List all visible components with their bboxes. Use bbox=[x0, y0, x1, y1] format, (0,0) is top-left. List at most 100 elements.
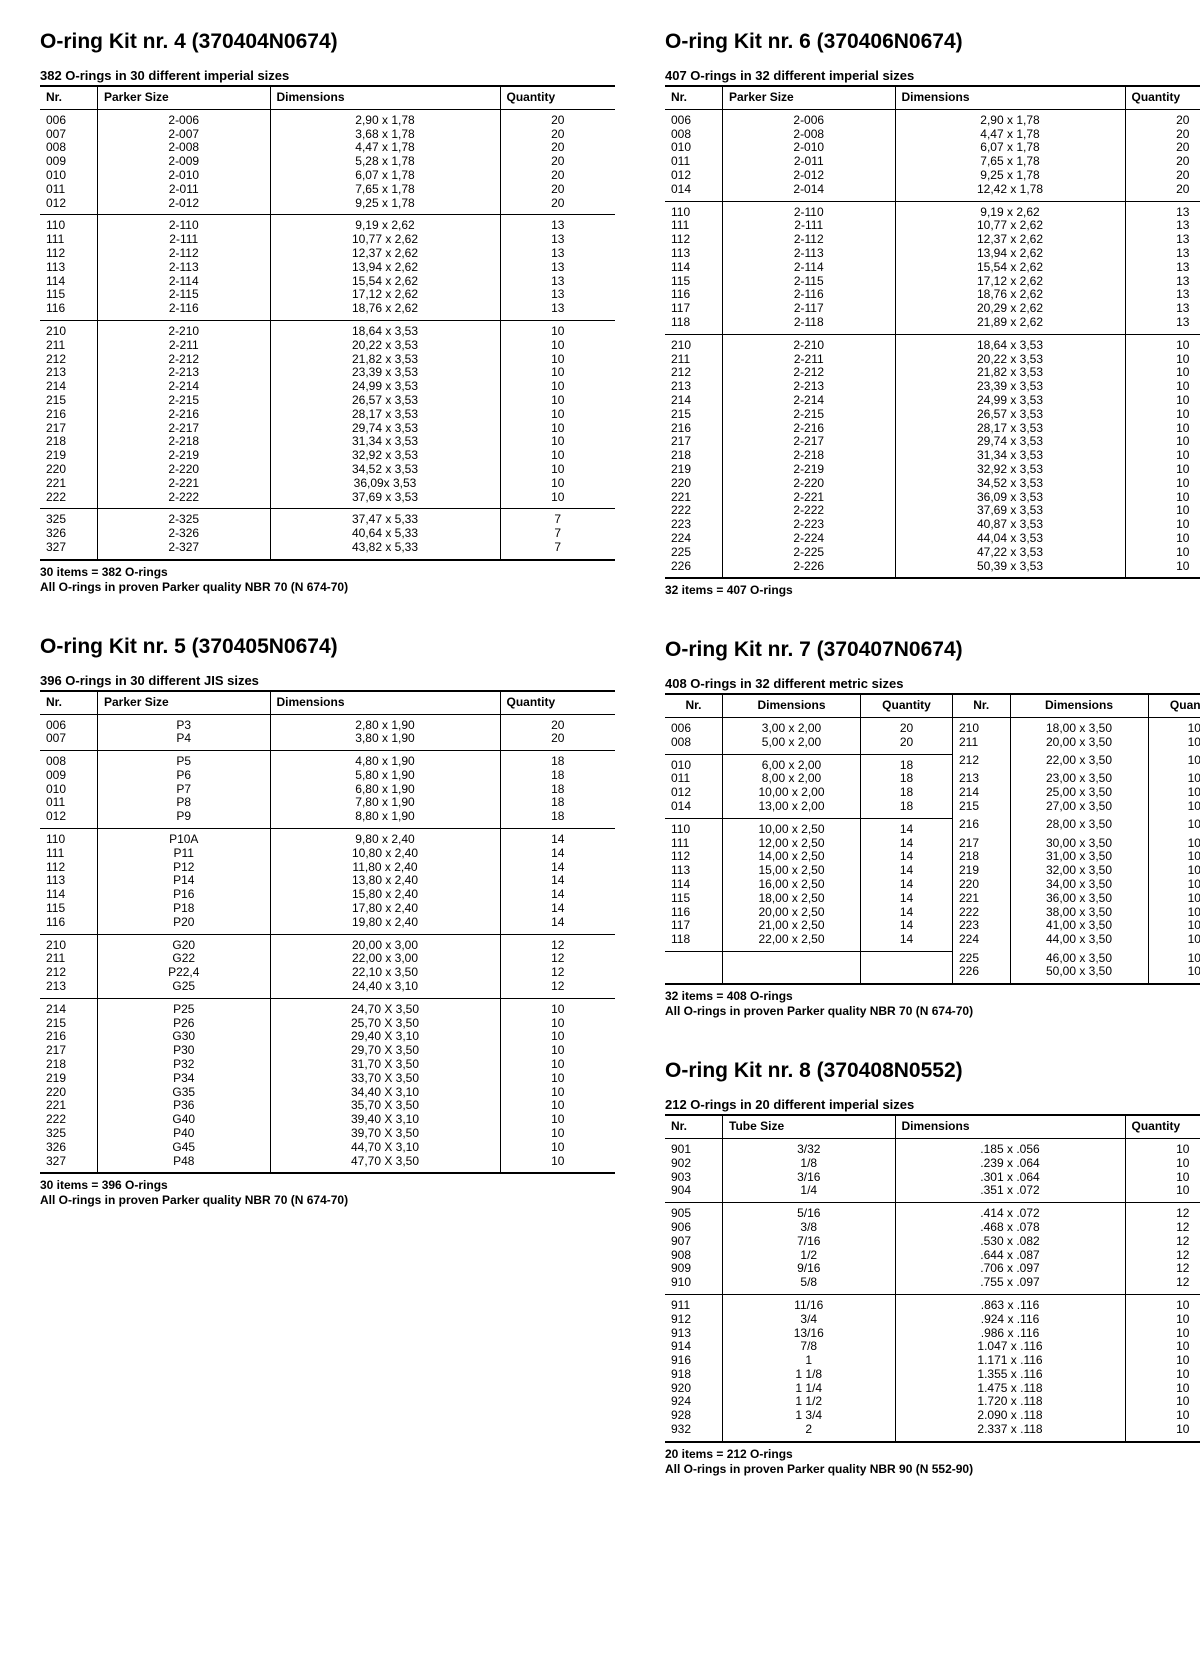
cell-nr: 224 bbox=[953, 933, 1011, 951]
cell-dim: 40,64 x 5,33 bbox=[270, 527, 500, 541]
cell-dim: 1.047 x .116 bbox=[895, 1340, 1125, 1354]
cell-qty: 12 bbox=[500, 980, 615, 998]
cell-qty: 20 bbox=[1125, 183, 1200, 201]
cell-qty: 10 bbox=[1148, 892, 1200, 906]
col-quantity: Quantity bbox=[861, 694, 953, 717]
table-row: 2152-21526,57 x 3,5310 bbox=[40, 394, 615, 408]
table-row: 0082-0084,47 x 1,7820 bbox=[665, 128, 1200, 142]
cell-qty: 13 bbox=[1125, 288, 1200, 302]
cell-dim: 30,00 x 3,50 bbox=[1010, 837, 1148, 851]
cell-qty: 20 bbox=[500, 732, 615, 750]
table-row: 0112-0117,65 x 1,7820 bbox=[665, 155, 1200, 169]
table-row: 0106,00 x 2,001821222,00 x 3,5010 bbox=[665, 754, 1200, 772]
cell-dim: 7,65 x 1,78 bbox=[895, 155, 1125, 169]
table-row: 2162-21628,17 x 3,5310 bbox=[665, 422, 1200, 436]
cell-qty: 13 bbox=[1125, 302, 1200, 316]
cell-qty: 10 bbox=[1148, 864, 1200, 878]
cell-qty: 10 bbox=[500, 449, 615, 463]
cell-dim: 34,52 x 3,53 bbox=[895, 477, 1125, 491]
table-row: 213G2524,40 x 3,1012 bbox=[40, 980, 615, 998]
cell-qty: 10 bbox=[1148, 786, 1200, 800]
table-row: 9105/8.755 x .09712 bbox=[665, 1276, 1200, 1294]
cell-size: 3/8 bbox=[723, 1221, 896, 1235]
cell-qty: 10 bbox=[1125, 334, 1200, 352]
cell-qty: 10 bbox=[500, 1086, 615, 1100]
cell-dim: 13,80 x 2,40 bbox=[270, 874, 500, 888]
cell-nr: 216 bbox=[40, 408, 98, 422]
cell-dim: 15,54 x 2,62 bbox=[270, 275, 500, 289]
table-row: 9055/16.414 x .07212 bbox=[665, 1203, 1200, 1221]
cell-dim: 31,00 x 3,50 bbox=[1010, 850, 1148, 864]
cell-size: 2-113 bbox=[98, 261, 271, 275]
cell-dim: 13,00 x 2,00 bbox=[723, 800, 861, 818]
cell-dim: 23,00 x 3,50 bbox=[1010, 772, 1148, 786]
cell-qty: 14 bbox=[500, 902, 615, 916]
cell-nr: 219 bbox=[953, 864, 1011, 878]
cell-size: P30 bbox=[98, 1044, 271, 1058]
cell-size: 1 1/4 bbox=[723, 1382, 896, 1396]
cell-nr: 009 bbox=[40, 769, 98, 783]
cell-qty: 10 bbox=[1125, 422, 1200, 436]
cell-dim: 7,80 x 1,90 bbox=[270, 796, 500, 810]
cell-dim: 24,99 x 3,53 bbox=[270, 380, 500, 394]
kit-subtitle: 212 O-rings in 20 different imperial siz… bbox=[665, 1097, 1200, 1112]
cell-dim: 18,00 x 3,50 bbox=[1010, 718, 1148, 736]
cell-qty: 10 bbox=[1148, 919, 1200, 933]
cell-nr: 111 bbox=[665, 837, 723, 851]
table-row: 22650,00 x 3,5010 bbox=[665, 965, 1200, 984]
cell-qty: 10 bbox=[500, 380, 615, 394]
cell-dim: 12,42 x 1,78 bbox=[895, 183, 1125, 201]
cell-nr: 222 bbox=[40, 1113, 98, 1127]
cell-nr: 014 bbox=[665, 183, 723, 201]
table-row: 9021/8.239 x .06410 bbox=[665, 1157, 1200, 1171]
cell-qty: 10 bbox=[500, 477, 615, 491]
cell-dim: 28,00 x 3,50 bbox=[1010, 818, 1148, 836]
cell-dim: 41,00 x 3,50 bbox=[1010, 919, 1148, 933]
col-nr: Nr. bbox=[665, 1115, 723, 1138]
cell-nr: 112 bbox=[40, 861, 98, 875]
table-row: 9147/81.047 x .11610 bbox=[665, 1340, 1200, 1354]
cell-size: 2-115 bbox=[98, 288, 271, 302]
table-row: 111P1110,80 x 2,4014 bbox=[40, 847, 615, 861]
cell-nr: 008 bbox=[40, 751, 98, 769]
cell-nr: 010 bbox=[665, 754, 723, 772]
cell-dim: 10,00 x 2,00 bbox=[723, 786, 861, 800]
cell-dim: 37,47 x 5,33 bbox=[270, 509, 500, 527]
cell-qty: 20 bbox=[861, 736, 953, 754]
cell-qty: 13 bbox=[1125, 219, 1200, 233]
cell-dim: 34,52 x 3,53 bbox=[270, 463, 500, 477]
cell-dim: 37,69 x 3,53 bbox=[895, 504, 1125, 518]
cell-qty bbox=[861, 952, 953, 966]
cell-dim: 22,10 x 3,50 bbox=[270, 966, 500, 980]
cell-qty: 10 bbox=[1125, 1340, 1200, 1354]
cell-size: 1/4 bbox=[723, 1184, 896, 1202]
kit-footer: 32 items = 407 O-rings bbox=[665, 583, 1200, 598]
cell-size: 2-011 bbox=[723, 155, 896, 169]
cell-size: 2-216 bbox=[98, 408, 271, 422]
table-row: 110P10A9,80 x 2,4014 bbox=[40, 829, 615, 847]
cell-size: G30 bbox=[98, 1030, 271, 1044]
table-row: 11214,00 x 2,501421831,00 x 3,5010 bbox=[665, 850, 1200, 864]
cell-dim: 2.337 x .118 bbox=[895, 1423, 1125, 1442]
table-row: 11518,00 x 2,501422136,00 x 3,5010 bbox=[665, 892, 1200, 906]
cell-nr: 010 bbox=[40, 169, 98, 183]
cell-dim: 36,00 x 3,50 bbox=[1010, 892, 1148, 906]
cell-dim: 4,47 x 1,78 bbox=[270, 141, 500, 155]
cell-qty: 10 bbox=[1125, 394, 1200, 408]
cell-qty: 10 bbox=[500, 1127, 615, 1141]
col-size: Parker Size bbox=[723, 86, 896, 109]
table-row: 9281 3/42.090 x .11810 bbox=[665, 1409, 1200, 1423]
table-row: 2182-21831,34 x 3,5310 bbox=[40, 435, 615, 449]
cell-qty: 13 bbox=[1125, 247, 1200, 261]
cell-dim: 17,80 x 2,40 bbox=[270, 902, 500, 916]
cell-dim: 15,80 x 2,40 bbox=[270, 888, 500, 902]
cell-qty: 14 bbox=[861, 850, 953, 864]
cell-nr: 214 bbox=[40, 380, 98, 394]
cell-nr: 116 bbox=[40, 302, 98, 320]
kit-title: O-ring Kit nr. 4 (370404N0674) bbox=[40, 30, 615, 54]
cell-nr: 221 bbox=[40, 1099, 98, 1113]
cell-dim: 37,69 x 3,53 bbox=[270, 491, 500, 509]
cell-qty: 10 bbox=[500, 422, 615, 436]
cell-dim: 9,19 x 2,62 bbox=[270, 215, 500, 233]
table-row: 2222-22237,69 x 3,5310 bbox=[40, 491, 615, 509]
